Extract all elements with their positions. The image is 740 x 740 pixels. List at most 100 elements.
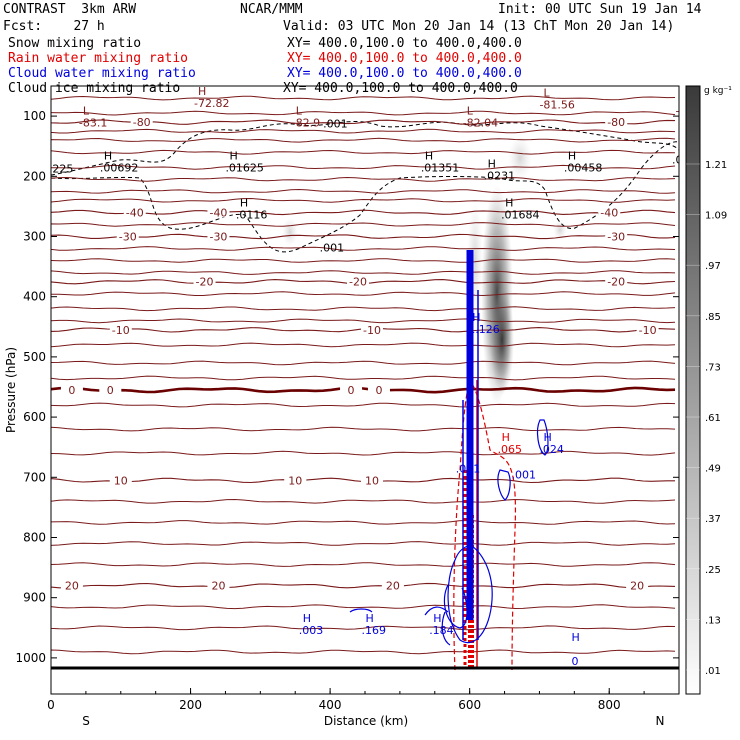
extremum-value: .0116: [236, 208, 268, 221]
temperature-contour: [51, 649, 676, 655]
contour-label-bg: [381, 579, 404, 591]
temperature-contour-label: 0: [107, 384, 114, 397]
cloud-water-cluster: [424, 606, 449, 616]
x-tick-label: 600: [458, 698, 481, 712]
extremum-value: .0231: [484, 169, 515, 182]
axes: 0 200 400 600 800100200300400500600700800900…: [4, 109, 680, 728]
y-axis-label: Pressure (hPa): [4, 347, 18, 433]
contour-label-bg: [130, 116, 153, 128]
y-tick-label: 500: [23, 350, 46, 364]
temperature-contour: [51, 164, 676, 170]
contour-label-bg: [60, 384, 83, 395]
contour-label-bg: [626, 579, 649, 591]
contour-label-bg: [360, 323, 383, 335]
contour-label-bg: [605, 275, 628, 287]
temperature-contours: -80 -80 -40 -40 -40 -30 -30 -30 -20 -20 -20 -10 -10 -…: [51, 116, 676, 593]
contour-label-bg: [636, 323, 659, 335]
y-tick-label: 700: [23, 470, 46, 484]
temperature-contour: [51, 426, 676, 432]
contour-label-bg: [207, 579, 230, 591]
x-tick-label: 400: [319, 698, 342, 712]
extremum-value: -83.1: [79, 116, 107, 129]
colorbar-gradient: [685, 85, 701, 695]
x-tick-label: 800: [598, 698, 621, 712]
field-label-cloud-water: Cloud water mixing ratio: [8, 66, 196, 81]
colorbar-label: .49: [705, 464, 721, 475]
field-xy-snow: XY= 400.0,100.0 to 400.0,400.0: [287, 36, 522, 51]
y-tick-label: 100: [23, 109, 46, 123]
temperature-contour: [51, 137, 676, 143]
y-tick-label: 800: [23, 530, 46, 544]
temperature-contour: [51, 233, 676, 240]
extremum-value: .065: [498, 443, 522, 456]
cloud-water-cluster: [441, 611, 451, 646]
temperature-contour: [51, 246, 676, 251]
temperature-contour-label: 0: [348, 384, 355, 397]
y-tick-label: 400: [23, 290, 46, 304]
cloud-water-cluster: [349, 608, 373, 613]
cloud-water-cluster: [447, 544, 493, 644]
temperature-contour: [51, 176, 676, 182]
colorbar-label: .13: [705, 615, 721, 626]
cloud-ice-contour: [51, 141, 679, 253]
extremum-value: .01684: [501, 208, 539, 221]
contour-label-bg: [207, 206, 230, 218]
temperature-contour: [51, 375, 676, 381]
contour-value-label: .001: [323, 117, 348, 130]
temperature-contour: [51, 318, 676, 324]
temperature-contour: [51, 519, 676, 525]
field-xy-rain: XY= 400.0,100.0 to 400.0,400.0: [287, 51, 522, 66]
contour-label-bg: [367, 384, 390, 395]
contour-label-bg: [340, 384, 363, 395]
contour-label-bg: [347, 275, 370, 287]
extremum-letter: L: [543, 86, 550, 99]
temperature-contour: [51, 327, 676, 333]
temperature-contour-label: -20: [196, 276, 214, 289]
model-title: CONTRAST 3km ARW: [3, 2, 137, 17]
contour-label-bg: [109, 323, 132, 335]
field-label-snow: Snow mixing ratio: [8, 36, 142, 51]
temperature-contour-label: -30: [119, 230, 137, 243]
colorbar-label: 1.21: [705, 160, 727, 171]
temperature-contour: [51, 604, 676, 610]
extremum-letter: H: [488, 157, 496, 170]
contour-label-bg: [605, 230, 628, 242]
contour-value-label: .001: [320, 241, 345, 254]
cloud-water-cluster: [536, 419, 549, 456]
temperature-contour: [51, 360, 676, 366]
extremum-letter: L: [467, 104, 474, 117]
temperature-contour: [51, 450, 676, 456]
contour-label-bg: [60, 579, 83, 591]
temperature-contour-label: 0: [68, 384, 75, 397]
contour-label-bg: [284, 474, 307, 486]
colorbar-label: .37: [705, 514, 721, 525]
temperature-contour: [51, 149, 676, 155]
y-tick-label: 600: [23, 410, 46, 424]
temperature-contour-label: -20: [607, 276, 625, 289]
temperature-contour: [51, 625, 676, 631]
temperature-contour: [51, 128, 676, 134]
extremum-value: -81.56: [539, 98, 574, 111]
x-tick-label: 200: [179, 698, 202, 712]
extremum-letter: L: [296, 104, 303, 117]
temperature-contour: [51, 562, 676, 567]
temperature-contour: [51, 258, 676, 263]
temperature-contour: [51, 386, 676, 394]
y-tick-label: 300: [23, 229, 46, 243]
contour-value-label: .001: [672, 153, 697, 166]
contour-value-label: .001: [512, 468, 537, 481]
extremum-letter: H: [240, 196, 248, 209]
extremum-letter: H: [425, 149, 433, 162]
extremum-value: -83.0: [676, 104, 704, 117]
temperature-contour-label: 20: [630, 580, 644, 593]
temperature-contour-label: -10: [363, 324, 381, 337]
contour-label-bg: [123, 206, 146, 218]
temperature-contour: [51, 188, 676, 194]
temperature-contour: [51, 197, 676, 203]
colorbar-label: .25: [705, 565, 721, 576]
extremum-value: .00458: [564, 161, 603, 174]
temperature-contour-label: -80: [607, 116, 625, 129]
extremum-value: .024: [539, 443, 564, 456]
temperature-contour: [51, 209, 676, 216]
contour-label-bg: [598, 206, 621, 218]
